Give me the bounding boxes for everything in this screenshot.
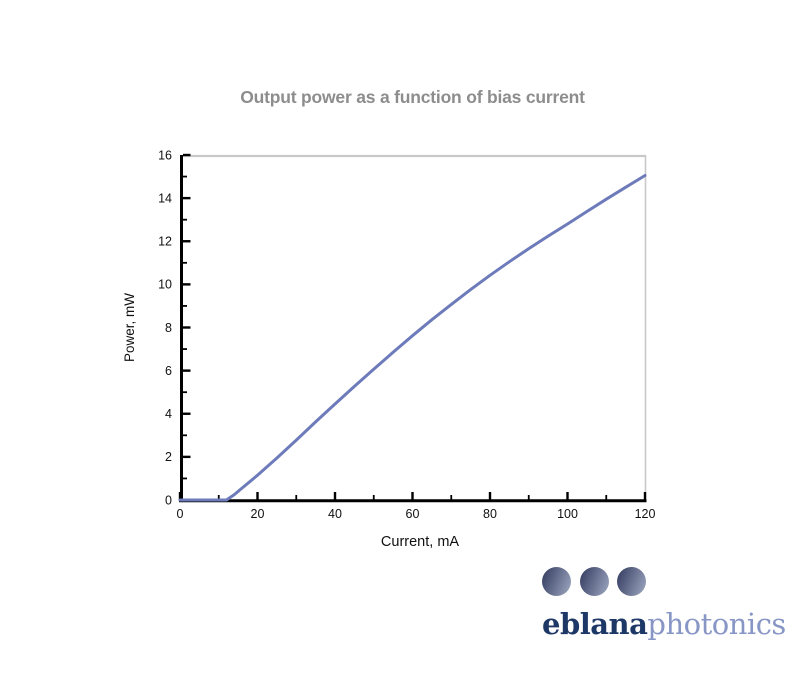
y-tick-label: 2: [165, 450, 172, 464]
x-tick-label: 120: [635, 507, 656, 521]
x-tick-label: 40: [328, 507, 342, 521]
y-tick-label: 16: [158, 148, 172, 162]
logo-dot: [617, 567, 646, 596]
logo-dot: [579, 567, 609, 596]
li-curve-chart: 0 20 40 60 80 100 120 0 2 4 6 8 10 12 14 16 Current, mA P…: [122, 148, 656, 550]
y-tick-label: 4: [165, 407, 172, 421]
x-tick-label: 0: [177, 507, 184, 521]
y-tick-label: 0: [165, 493, 172, 507]
x-tick-label: 100: [557, 507, 578, 521]
y-tick-label: 6: [165, 364, 172, 378]
logo-text-eblana: eblana: [542, 607, 648, 641]
logo-text-photonics: photonics: [647, 607, 786, 641]
chart-title: Output power as a function of bias curre…: [240, 87, 585, 107]
logo-dots: [542, 567, 782, 596]
x-tick-label: 60: [406, 507, 420, 521]
x-axis-title: Current, mA: [381, 534, 459, 550]
y-tick-label: 14: [158, 191, 172, 205]
x-tick-label: 80: [483, 507, 497, 521]
y-tick-label: 10: [158, 278, 172, 292]
y-tick-label: 12: [158, 235, 172, 249]
lp-curve: [178, 174, 647, 502]
y-axis-title: Power, mW: [122, 293, 137, 362]
eblana-photonics-logo: eblanaphotonics: [542, 567, 786, 641]
y-tick-label: 8: [165, 321, 172, 335]
x-tick-label: 20: [251, 507, 265, 521]
logo-wordmark: eblanaphotonics: [542, 607, 786, 641]
logo-dot: [542, 567, 571, 596]
